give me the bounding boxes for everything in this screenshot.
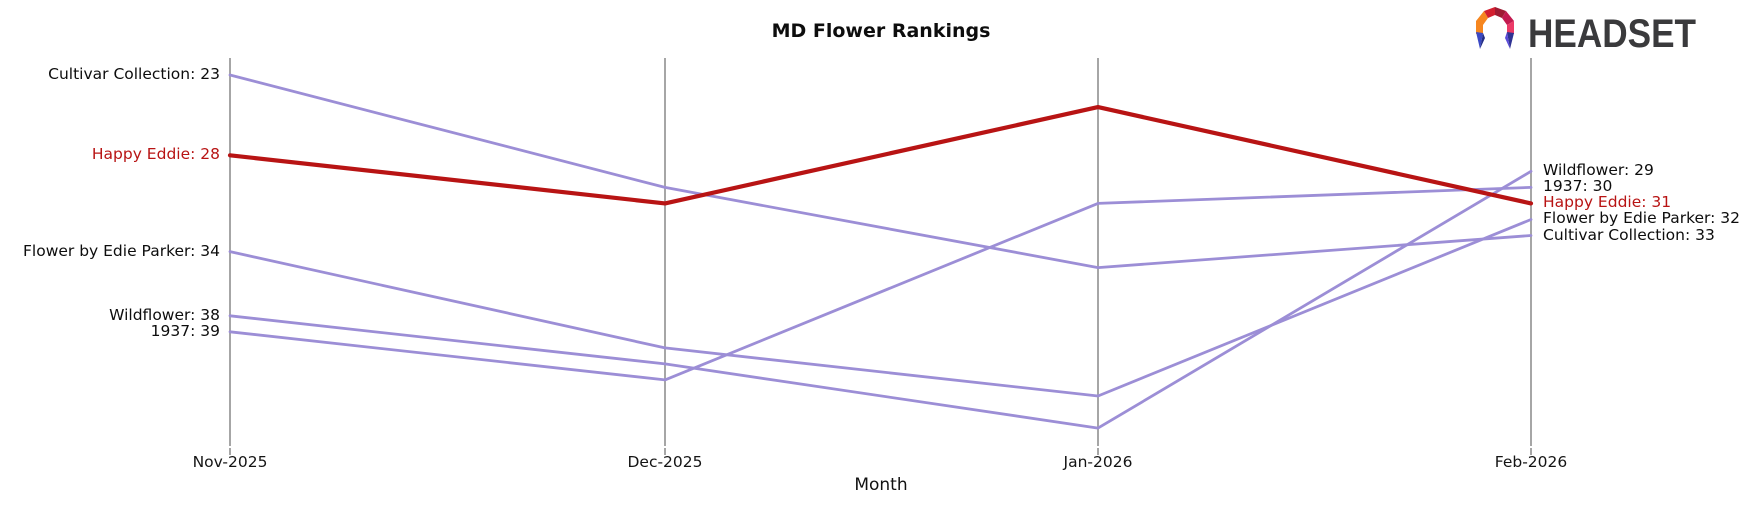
chart-title: MD Flower Rankings <box>771 20 991 42</box>
series-start-label: Flower by Edie Parker: 34 <box>22 241 220 260</box>
month-tick-label: Jan-2026 <box>1063 453 1133 471</box>
x-axis-title: Month <box>854 475 908 495</box>
headset-logo: HEADSET <box>1476 7 1696 56</box>
series-line-cultivar-collection <box>228 73 1533 270</box>
series-start-label: 1937: 39 <box>150 321 220 340</box>
series-line-flower-by-edie-parker <box>228 218 1533 398</box>
series-line-wildflower <box>228 169 1533 430</box>
series-lines <box>227 73 1534 430</box>
headset-logo-icon <box>1476 7 1514 49</box>
series-start-label: Cultivar Collection: 23 <box>48 65 220 83</box>
series-line-1937 <box>228 185 1533 382</box>
series-end-label: Cultivar Collection: 33 <box>1543 225 1715 244</box>
month-tick-label: Dec-2025 <box>627 453 703 471</box>
series-start-label: Happy Eddie: 28 <box>91 145 220 164</box>
series-end-label: Happy Eddie: 31 <box>1543 193 1672 212</box>
series-end-label: 1937: 30 <box>1543 177 1613 196</box>
month-tick-label: Nov-2025 <box>192 453 268 471</box>
month-tick-label: Feb-2026 <box>1494 453 1568 471</box>
series-line-happy-eddie <box>227 104 1534 206</box>
series-end-label: Wildflower: 29 <box>1543 161 1654 180</box>
series-start-label: Wildflower: 38 <box>109 305 220 324</box>
series-end-label: Flower by Edie Parker: 32 <box>1543 209 1741 228</box>
headset-logo-text: HEADSET <box>1528 12 1696 56</box>
